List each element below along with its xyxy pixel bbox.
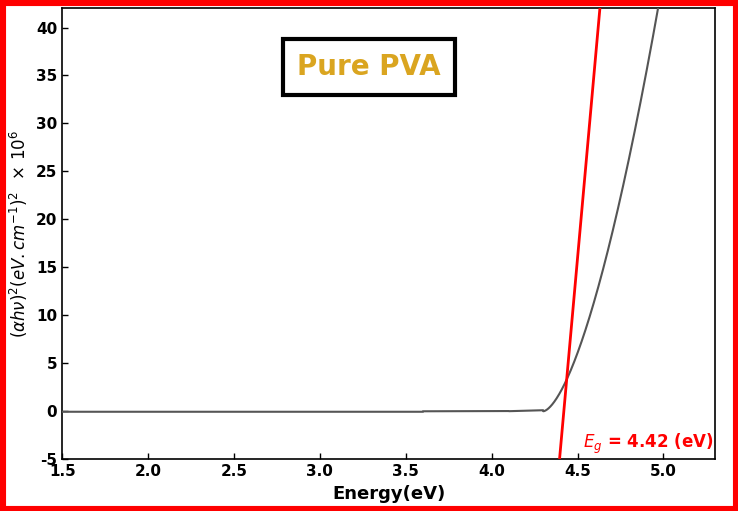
Text: Pure PVA: Pure PVA (297, 53, 441, 81)
X-axis label: Energy(eV): Energy(eV) (332, 484, 445, 503)
Y-axis label: $(\alpha h\nu)^2(eV.cm^{-1})^2$  $\times$ $10^6$: $(\alpha h\nu)^2(eV.cm^{-1})^2$ $\times$… (8, 130, 30, 338)
Text: $E_g$ = 4.42 (eV): $E_g$ = 4.42 (eV) (583, 431, 714, 456)
